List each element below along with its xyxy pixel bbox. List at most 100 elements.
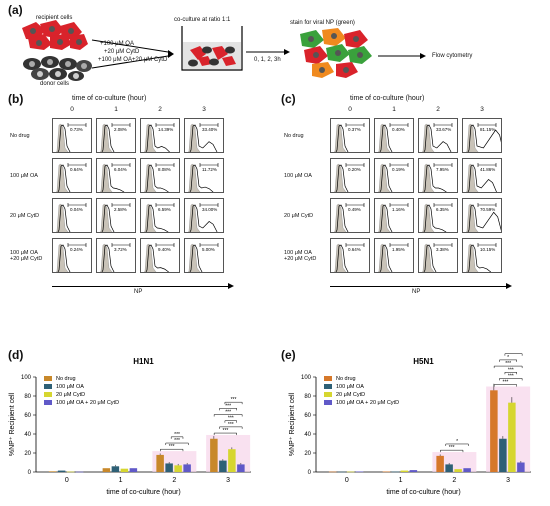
flow-row-label: 100 μM OA bbox=[284, 172, 312, 179]
significance-label: *** bbox=[508, 367, 514, 373]
y-tick-label: 100 bbox=[301, 375, 312, 381]
flow-histogram: 2.58% bbox=[96, 198, 136, 233]
panel-label-b: (b) bbox=[8, 92, 24, 106]
treatment-cytd-label: +20 μM CytD bbox=[104, 49, 140, 55]
bar bbox=[57, 470, 66, 472]
y-tick-label: 60 bbox=[304, 413, 311, 419]
gate-percentage: 14.39% bbox=[158, 127, 174, 132]
flow-histogram: 11.72% bbox=[184, 158, 224, 193]
bar bbox=[436, 455, 444, 472]
flow-column-label: 0 bbox=[348, 106, 352, 113]
y-tick-label: 100 bbox=[21, 375, 32, 381]
flow-x-axis-label: NP bbox=[412, 289, 421, 295]
flow-histogram: 2.08% bbox=[96, 118, 136, 153]
gate-percentage: 9.40% bbox=[158, 247, 171, 252]
flow-histogram: 70.59% bbox=[462, 198, 502, 233]
flow-histogram: 81.15% bbox=[462, 118, 502, 153]
significance-label: * bbox=[507, 355, 509, 361]
flow-x-axis bbox=[330, 286, 506, 287]
bar bbox=[508, 402, 516, 472]
flow-histogram: 33.40% bbox=[184, 118, 224, 153]
significance-label: *** bbox=[231, 397, 237, 403]
flow-column-label: 2 bbox=[436, 106, 440, 113]
flow-histogram: 6.59% bbox=[140, 198, 180, 233]
y-axis-label: %NP⁺ Recipient cell bbox=[289, 392, 296, 456]
flow-histogram: 0.24% bbox=[52, 238, 92, 273]
gate-percentage: 6.04% bbox=[114, 167, 127, 172]
y-tick-label: 0 bbox=[28, 470, 32, 476]
bar bbox=[210, 438, 218, 472]
legend-swatch bbox=[44, 384, 52, 389]
gate-percentage: 0.37% bbox=[348, 127, 361, 132]
flow-histogram: 5.00% bbox=[184, 238, 224, 273]
bar bbox=[156, 454, 164, 472]
significance-bracket bbox=[213, 414, 243, 417]
flow-column-label: 3 bbox=[202, 106, 206, 113]
bar bbox=[328, 471, 337, 473]
legend-label: 100 μM OA bbox=[336, 384, 364, 390]
gate-percentage: 1.16% bbox=[392, 207, 405, 212]
bar bbox=[66, 471, 75, 473]
bar bbox=[454, 469, 462, 472]
significance-label: *** bbox=[508, 373, 514, 379]
flow-histogram: 3.72% bbox=[96, 238, 136, 273]
significance-label: *** bbox=[174, 438, 180, 444]
significance-label: *** bbox=[228, 422, 234, 428]
bar bbox=[346, 471, 355, 473]
flow-histogram: 34.00% bbox=[184, 198, 224, 233]
gate-percentage: 0.64% bbox=[70, 167, 83, 172]
gate-percentage: 2.58% bbox=[114, 207, 127, 212]
gate-percentage: 6.35% bbox=[436, 207, 449, 212]
panel-label-a: (a) bbox=[8, 3, 23, 17]
flow-x-axis bbox=[52, 286, 228, 287]
significance-bracket bbox=[160, 448, 184, 452]
treatment-combo-label: +100 μM OA+20 μM CytD bbox=[98, 57, 168, 63]
flow-column-label: 3 bbox=[480, 106, 484, 113]
y-tick-label: 80 bbox=[304, 394, 311, 400]
gate-percentage: 7.95% bbox=[436, 167, 449, 172]
gate-percentage: 8.08% bbox=[158, 167, 171, 172]
flow-histogram: 0.19% bbox=[374, 158, 414, 193]
gate-percentage: 0.19% bbox=[392, 167, 405, 172]
flow-cytometry-label: Flow cytometry bbox=[432, 53, 473, 59]
flow-histogram: 0.37% bbox=[330, 118, 370, 153]
bar bbox=[445, 464, 453, 472]
legend-label: 100 μM OA bbox=[56, 384, 84, 390]
bar bbox=[111, 466, 120, 472]
flow-row-label: No drug bbox=[10, 132, 30, 139]
schematic-figure bbox=[22, 20, 426, 81]
flow-histogram: 6.04% bbox=[96, 158, 136, 193]
gate-percentage: 34.00% bbox=[202, 207, 218, 212]
x-tick-label: 3 bbox=[506, 477, 510, 484]
significance-bracket bbox=[170, 436, 184, 439]
flow-x-axis-label: NP bbox=[134, 289, 143, 295]
legend-label: 20 μM CytD bbox=[336, 392, 365, 398]
gate-percentage: 0.64% bbox=[348, 247, 361, 252]
bar bbox=[120, 468, 129, 472]
x-tick-label: 0 bbox=[345, 477, 349, 484]
gate-percentage: 5.00% bbox=[202, 247, 215, 252]
bar bbox=[75, 471, 84, 473]
gate-percentage: 0.73% bbox=[70, 127, 83, 132]
flow-histogram: 41.86% bbox=[462, 158, 502, 193]
legend-label: 20 μM CytD bbox=[56, 392, 85, 398]
bar bbox=[391, 471, 400, 473]
bar bbox=[165, 463, 173, 472]
flow-histogram: 33.67% bbox=[418, 118, 458, 153]
gate-percentage: 0.20% bbox=[348, 167, 361, 172]
bar bbox=[409, 470, 418, 472]
significance-label: *** bbox=[225, 403, 231, 409]
x-tick-label: 3 bbox=[226, 477, 230, 484]
bar bbox=[499, 438, 507, 472]
significance-bracket bbox=[504, 372, 517, 375]
bar bbox=[237, 464, 245, 472]
legend-label: 100 μM OA + 20 μM CytD bbox=[336, 400, 399, 406]
legend-swatch bbox=[324, 384, 332, 389]
legend-swatch bbox=[44, 376, 52, 381]
bar bbox=[219, 460, 227, 472]
flow-x-arrow bbox=[506, 283, 512, 289]
chart-title: H5N1 bbox=[413, 357, 434, 366]
flow-histogram: 9.40% bbox=[140, 238, 180, 273]
significance-bracket bbox=[493, 365, 523, 369]
